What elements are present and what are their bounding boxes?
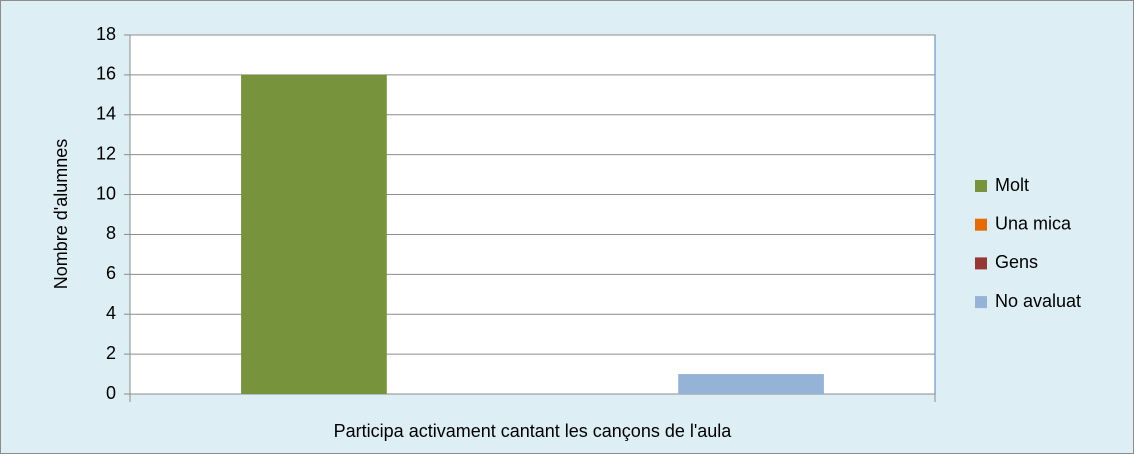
legend-label: No avaluat: [995, 291, 1081, 311]
y-tick-label: 10: [96, 183, 116, 203]
legend-swatch: [975, 257, 987, 270]
y-tick-label: 16: [96, 64, 116, 84]
y-tick-label: 2: [106, 343, 116, 363]
legend-swatch: [975, 218, 987, 231]
y-axis-label: Nombre d'alumnes: [51, 139, 71, 290]
legend-label: Gens: [995, 252, 1038, 272]
y-tick-label: 0: [106, 383, 116, 403]
bar: [678, 374, 824, 394]
y-tick-label: 14: [96, 104, 116, 124]
y-tick-label: 8: [106, 223, 116, 243]
legend-label: Una mica: [995, 213, 1072, 233]
y-tick-label: 4: [106, 303, 116, 323]
y-tick-label: 12: [96, 143, 116, 163]
legend-label: Molt: [995, 175, 1029, 195]
legend-swatch: [975, 180, 987, 192]
y-tick-label: 18: [96, 24, 116, 44]
x-tick-label: Participa activament cantant les cançons…: [334, 421, 733, 441]
bar: [241, 74, 387, 394]
y-tick-label: 6: [106, 263, 116, 283]
legend-swatch: [975, 296, 987, 309]
